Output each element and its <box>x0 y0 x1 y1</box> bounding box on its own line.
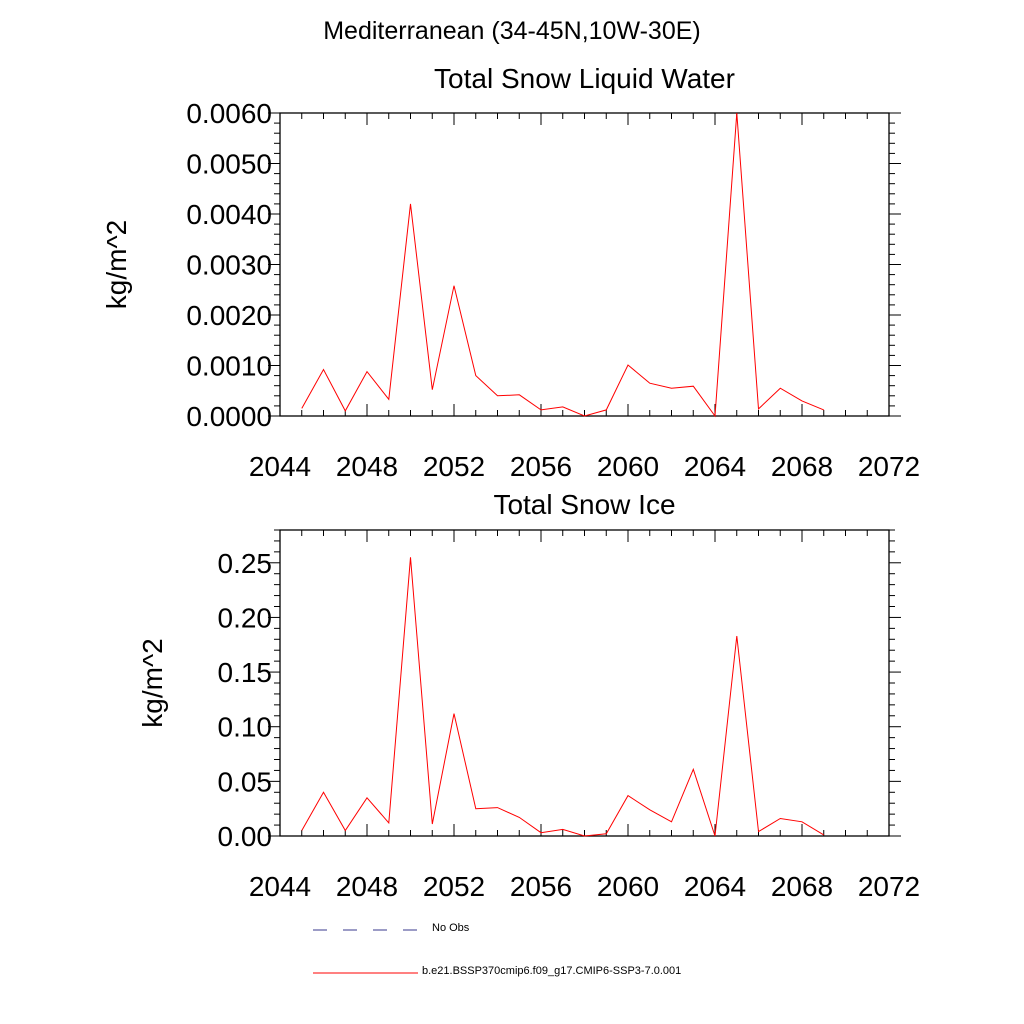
y-tick-label: 0.00 <box>218 821 273 852</box>
x-tick-label: 2068 <box>771 451 833 482</box>
y-tick-label: 0.0000 <box>186 401 272 432</box>
x-tick-label: 2052 <box>423 871 485 902</box>
y-axis-label: kg/m^2 <box>101 220 132 309</box>
y-tick-label: 0.0020 <box>186 300 272 331</box>
y-tick-label: 0.05 <box>218 766 273 797</box>
x-tick-label: 2064 <box>684 871 746 902</box>
chart-title-2: Total Snow Ice <box>493 489 675 520</box>
y-tick-label: 0.0060 <box>186 98 272 129</box>
x-tick-label: 2060 <box>597 451 659 482</box>
legend-entry-model-run: b.e21.BSSP370cmip6.f09_g17.CMIP6-SSP3-7.… <box>422 965 682 977</box>
x-tick-label: 2060 <box>597 871 659 902</box>
legend-entry-no-obs: No Obs <box>432 922 470 934</box>
x-tick-label: 2044 <box>249 451 311 482</box>
y-axis-label: kg/m^2 <box>137 638 168 727</box>
plot-frame-2 <box>279 529 890 837</box>
x-tick-label: 2064 <box>684 451 746 482</box>
x-tick-label: 2056 <box>510 451 572 482</box>
y-tick-label: 0.0010 <box>186 351 272 382</box>
series-line-2 <box>301 557 825 837</box>
page-title: Mediterranean (34-45N,10W-30E) <box>323 17 701 45</box>
x-tick-label: 2072 <box>858 871 920 902</box>
series-line-1 <box>301 112 824 418</box>
x-tick-label: 2048 <box>336 451 398 482</box>
plot-frame-1 <box>279 112 890 417</box>
x-tick-label: 2044 <box>249 871 311 902</box>
y-tick-label: 0.25 <box>218 548 273 579</box>
x-tick-label: 2072 <box>858 451 920 482</box>
x-tick-label: 2056 <box>510 871 572 902</box>
x-tick-label: 2048 <box>336 871 398 902</box>
y-tick-label: 0.10 <box>218 712 273 743</box>
x-tick-label: 2052 <box>423 451 485 482</box>
y-tick-label: 0.20 <box>218 602 273 633</box>
x-tick-label: 2068 <box>771 871 833 902</box>
y-tick-label: 0.0050 <box>186 149 272 180</box>
y-tick-label: 0.15 <box>218 657 273 688</box>
y-tick-label: 0.0030 <box>186 250 272 281</box>
chart-title-1: Total Snow Liquid Water <box>434 63 735 94</box>
y-tick-label: 0.0040 <box>186 199 272 230</box>
